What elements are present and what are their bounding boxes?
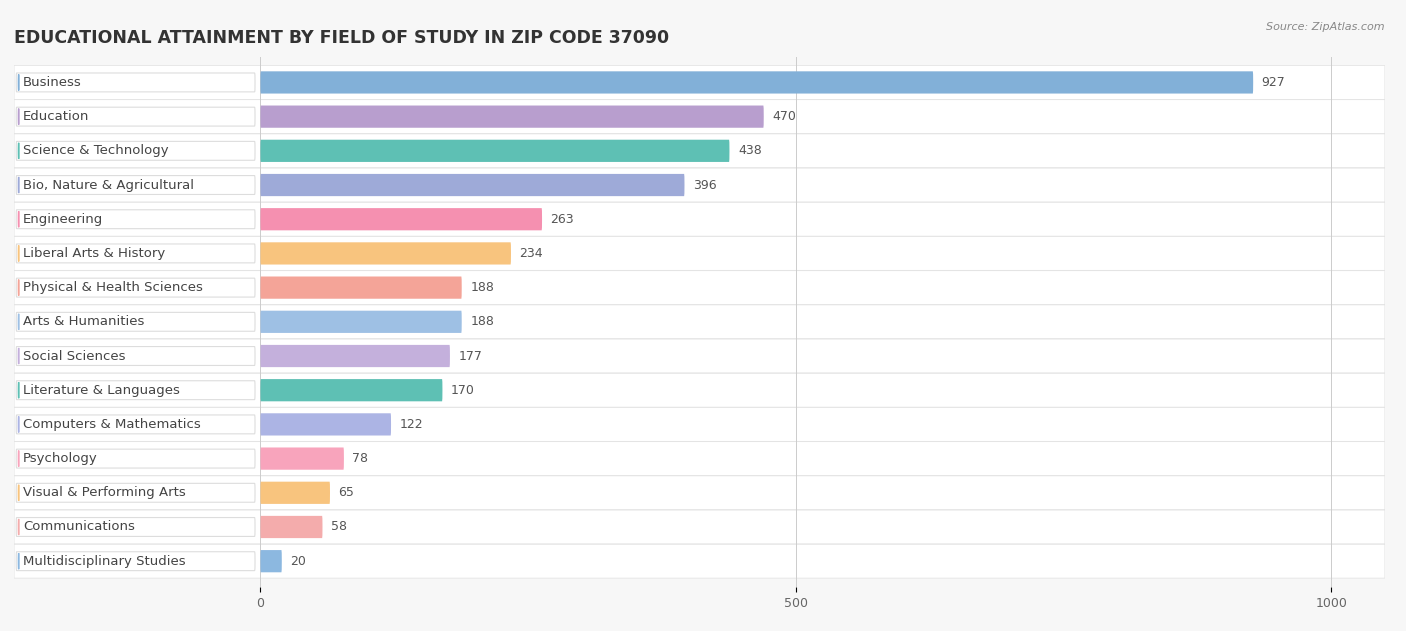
- Text: Social Sciences: Social Sciences: [24, 350, 125, 362]
- Text: Business: Business: [24, 76, 82, 89]
- Text: Bio, Nature & Agricultural: Bio, Nature & Agricultural: [24, 179, 194, 192]
- FancyBboxPatch shape: [14, 374, 1385, 407]
- FancyBboxPatch shape: [14, 100, 1385, 134]
- FancyBboxPatch shape: [14, 408, 1385, 441]
- FancyBboxPatch shape: [260, 516, 322, 538]
- FancyBboxPatch shape: [260, 71, 1253, 93]
- FancyBboxPatch shape: [260, 481, 330, 504]
- FancyBboxPatch shape: [260, 447, 344, 469]
- FancyBboxPatch shape: [17, 107, 254, 126]
- Text: Literature & Languages: Literature & Languages: [24, 384, 180, 397]
- FancyBboxPatch shape: [260, 139, 730, 162]
- FancyBboxPatch shape: [17, 141, 254, 160]
- Text: 396: 396: [693, 179, 717, 192]
- Text: Physical & Health Sciences: Physical & Health Sciences: [24, 281, 202, 294]
- FancyBboxPatch shape: [260, 413, 391, 435]
- FancyBboxPatch shape: [14, 66, 1385, 99]
- FancyBboxPatch shape: [14, 510, 1385, 544]
- Text: Psychology: Psychology: [24, 452, 98, 465]
- FancyBboxPatch shape: [17, 483, 254, 502]
- Text: 470: 470: [772, 110, 796, 123]
- FancyBboxPatch shape: [17, 278, 254, 297]
- FancyBboxPatch shape: [14, 442, 1385, 476]
- Text: 234: 234: [520, 247, 543, 260]
- Text: 188: 188: [470, 281, 494, 294]
- FancyBboxPatch shape: [14, 305, 1385, 339]
- FancyBboxPatch shape: [17, 312, 254, 331]
- FancyBboxPatch shape: [260, 174, 685, 196]
- Text: 65: 65: [339, 487, 354, 499]
- FancyBboxPatch shape: [17, 551, 254, 570]
- FancyBboxPatch shape: [17, 244, 254, 263]
- FancyBboxPatch shape: [260, 345, 450, 367]
- FancyBboxPatch shape: [17, 175, 254, 194]
- FancyBboxPatch shape: [14, 271, 1385, 305]
- Text: EDUCATIONAL ATTAINMENT BY FIELD OF STUDY IN ZIP CODE 37090: EDUCATIONAL ATTAINMENT BY FIELD OF STUDY…: [14, 29, 669, 47]
- Text: 927: 927: [1261, 76, 1285, 89]
- FancyBboxPatch shape: [260, 379, 443, 401]
- FancyBboxPatch shape: [17, 380, 254, 399]
- FancyBboxPatch shape: [17, 209, 254, 228]
- Text: 188: 188: [470, 316, 494, 328]
- Text: 58: 58: [330, 521, 347, 533]
- FancyBboxPatch shape: [17, 346, 254, 365]
- FancyBboxPatch shape: [14, 476, 1385, 510]
- Text: Communications: Communications: [24, 521, 135, 533]
- Text: Science & Technology: Science & Technology: [24, 144, 169, 157]
- FancyBboxPatch shape: [14, 237, 1385, 270]
- FancyBboxPatch shape: [260, 208, 543, 230]
- Text: Education: Education: [24, 110, 90, 123]
- FancyBboxPatch shape: [17, 517, 254, 536]
- FancyBboxPatch shape: [260, 550, 281, 572]
- Text: Arts & Humanities: Arts & Humanities: [24, 316, 145, 328]
- Text: Liberal Arts & History: Liberal Arts & History: [24, 247, 166, 260]
- FancyBboxPatch shape: [260, 242, 510, 264]
- Text: 263: 263: [551, 213, 574, 226]
- FancyBboxPatch shape: [260, 105, 763, 127]
- FancyBboxPatch shape: [14, 168, 1385, 202]
- Text: Engineering: Engineering: [24, 213, 104, 226]
- Text: 177: 177: [458, 350, 482, 362]
- Text: Computers & Mathematics: Computers & Mathematics: [24, 418, 201, 431]
- FancyBboxPatch shape: [260, 276, 461, 298]
- Text: 20: 20: [291, 555, 307, 568]
- Text: Visual & Performing Arts: Visual & Performing Arts: [24, 487, 186, 499]
- FancyBboxPatch shape: [17, 73, 254, 92]
- Text: Multidisciplinary Studies: Multidisciplinary Studies: [24, 555, 186, 568]
- Text: 78: 78: [353, 452, 368, 465]
- Text: 122: 122: [399, 418, 423, 431]
- FancyBboxPatch shape: [260, 310, 461, 333]
- FancyBboxPatch shape: [14, 134, 1385, 168]
- Text: 438: 438: [738, 144, 762, 157]
- Text: 170: 170: [451, 384, 475, 397]
- FancyBboxPatch shape: [14, 339, 1385, 373]
- FancyBboxPatch shape: [17, 449, 254, 468]
- FancyBboxPatch shape: [17, 415, 254, 434]
- FancyBboxPatch shape: [14, 203, 1385, 236]
- Text: Source: ZipAtlas.com: Source: ZipAtlas.com: [1267, 22, 1385, 32]
- FancyBboxPatch shape: [14, 545, 1385, 578]
